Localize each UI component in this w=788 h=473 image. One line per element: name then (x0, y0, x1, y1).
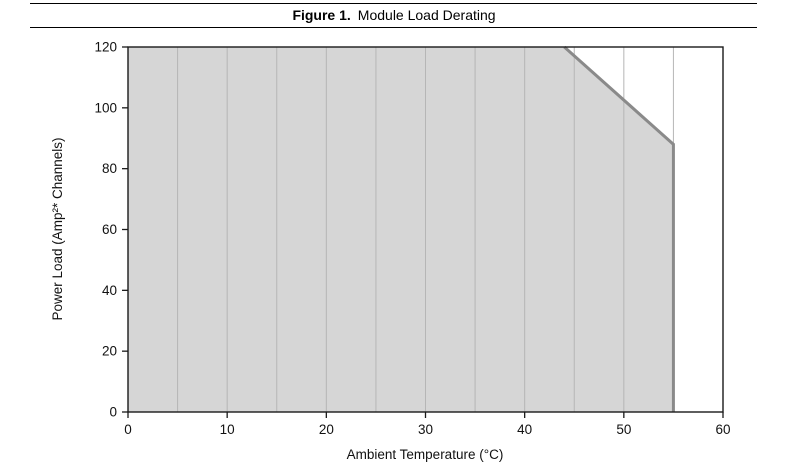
x-tick-label: 10 (220, 422, 235, 437)
y-axis-title: Power Load (Amp²* Channels) (50, 137, 65, 320)
y-tick-label: 20 (102, 344, 117, 359)
y-tick-label: 80 (102, 161, 117, 176)
x-tick-label: 20 (319, 422, 334, 437)
y-tick-label: 100 (94, 100, 117, 115)
x-axis-title: Ambient Temperature (°C) (347, 447, 504, 462)
figure-title: Figure 1. Module Load Derating (0, 5, 788, 25)
derating-chart: 0 10 20 30 40 50 60 0 20 40 60 80 100 120 Ambient Tem… (0, 30, 788, 473)
top-rule (30, 3, 757, 4)
y-tick-label: 120 (94, 40, 117, 55)
derating-line (563, 45, 675, 412)
figure-name: Module Load Derating (357, 7, 496, 23)
y-tick-label: 60 (102, 222, 117, 237)
y-tick-label: 0 (109, 405, 117, 420)
x-tick-label: 40 (517, 422, 532, 437)
figure-label: Figure 1. (292, 7, 351, 23)
x-tick-label: 60 (715, 422, 730, 437)
title-underline-rule (30, 27, 757, 28)
x-tick-label: 50 (616, 422, 631, 437)
derating-area (128, 47, 674, 412)
chart-svg: 0 10 20 30 40 50 60 0 20 40 60 80 100 120 Ambient Tem… (50, 40, 731, 463)
y-tick-label: 40 (102, 283, 117, 298)
x-tick-label: 0 (124, 422, 132, 437)
x-tick-label: 30 (418, 422, 433, 437)
